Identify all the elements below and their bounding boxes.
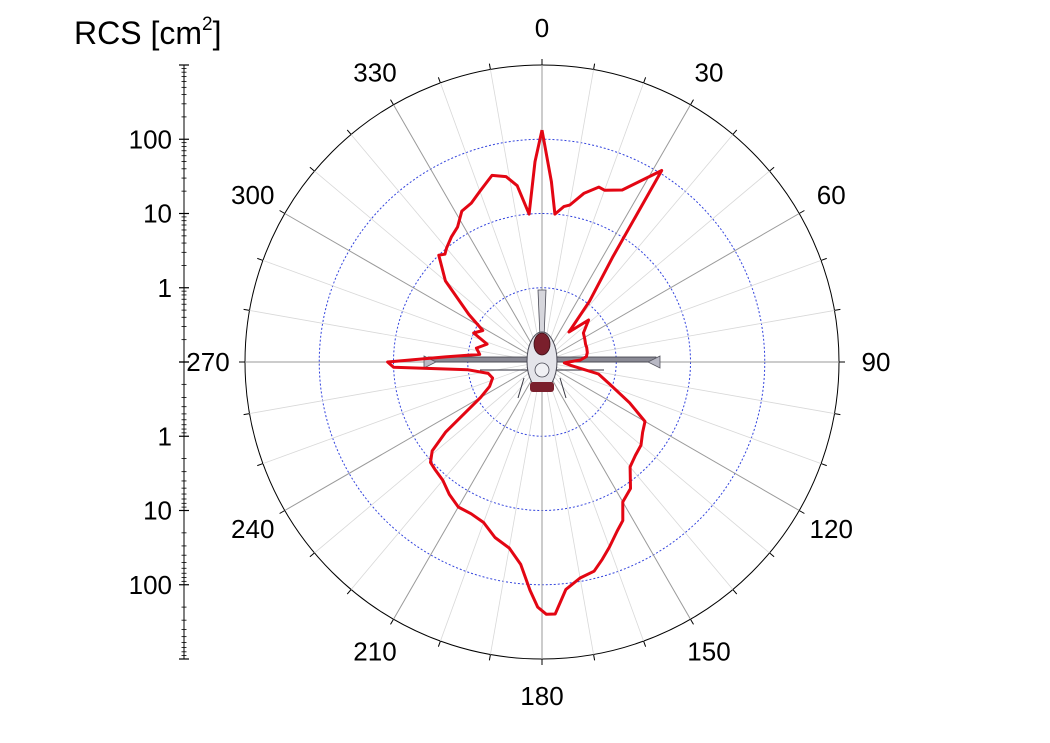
outer-tick bbox=[820, 463, 827, 467]
outer-tick bbox=[346, 129, 352, 135]
outer-tick bbox=[820, 257, 827, 261]
outer-tick bbox=[643, 77, 647, 84]
outer-tick bbox=[769, 552, 775, 558]
outer-tick bbox=[488, 654, 491, 661]
angle-tick-label: 60 bbox=[817, 180, 846, 210]
outer-tick bbox=[257, 257, 264, 261]
minor-spoke bbox=[541, 260, 822, 363]
minor-spoke bbox=[262, 361, 543, 464]
radial-tick-label: 100 bbox=[129, 570, 172, 600]
angle-tick-label: 30 bbox=[695, 58, 724, 88]
outer-tick bbox=[834, 413, 841, 416]
radial-tick-label: 10 bbox=[143, 496, 172, 526]
outer-tick bbox=[437, 640, 441, 647]
angle-tick-label: 270 bbox=[186, 347, 229, 377]
major-spoke bbox=[541, 361, 800, 511]
angle-tick-label: 240 bbox=[231, 514, 274, 544]
rcs-series-layer bbox=[386, 129, 664, 616]
angular-gridlines bbox=[239, 59, 845, 665]
angle-tick-label: 150 bbox=[687, 636, 730, 666]
outer-tick bbox=[390, 99, 394, 106]
radial-tick-label: 10 bbox=[143, 199, 172, 229]
major-spoke bbox=[541, 104, 691, 363]
outer-tick bbox=[834, 308, 841, 311]
outer-tick bbox=[257, 463, 264, 467]
rcs-series-line bbox=[386, 129, 664, 616]
radial-axis-scale: 1 1 10 10 100 100 bbox=[129, 64, 189, 660]
major-spoke bbox=[393, 361, 543, 620]
angle-tick-label: 90 bbox=[862, 347, 891, 377]
minor-spoke bbox=[490, 69, 543, 363]
outer-tick bbox=[243, 308, 250, 311]
aircraft-icon bbox=[423, 289, 661, 399]
minor-spoke bbox=[541, 170, 770, 363]
radial-tick-label: 100 bbox=[129, 124, 172, 154]
angle-tick-label: 210 bbox=[353, 636, 396, 666]
major-spoke bbox=[284, 361, 543, 511]
major-spoke bbox=[284, 213, 543, 363]
outer-tick bbox=[279, 510, 286, 514]
outer-tick bbox=[593, 654, 596, 661]
outer-tick bbox=[437, 77, 441, 84]
outer-tick bbox=[798, 210, 805, 214]
outer-tick bbox=[798, 510, 805, 514]
major-spoke bbox=[541, 361, 691, 620]
outer-tick bbox=[690, 618, 694, 625]
minor-spoke bbox=[490, 361, 543, 655]
minor-spoke bbox=[541, 361, 734, 590]
angle-tick-label: 180 bbox=[520, 681, 563, 711]
minor-spoke bbox=[541, 361, 644, 642]
minor-spoke bbox=[541, 82, 644, 363]
outer-tick bbox=[243, 413, 250, 416]
angle-tick-label: 0 bbox=[535, 13, 549, 43]
minor-spoke bbox=[541, 361, 594, 655]
outer-tick bbox=[732, 129, 738, 135]
major-spoke bbox=[393, 104, 543, 363]
angle-tick-label: 330 bbox=[353, 58, 396, 88]
outer-tick bbox=[309, 166, 315, 172]
minor-spoke bbox=[541, 361, 822, 464]
minor-spoke bbox=[314, 361, 543, 554]
outer-tick bbox=[690, 99, 694, 106]
outer-tick bbox=[643, 640, 647, 647]
angle-tick-label: 120 bbox=[810, 514, 853, 544]
minor-spoke bbox=[440, 82, 543, 363]
minor-spoke bbox=[262, 260, 543, 363]
minor-spoke bbox=[541, 69, 594, 363]
outer-tick bbox=[390, 618, 394, 625]
angle-tick-labels: 0 30 60 90 120 150 180 210 240 270 300 330 bbox=[186, 13, 890, 711]
outer-tick bbox=[279, 210, 286, 214]
outer-tick bbox=[593, 63, 596, 70]
angle-tick-label: 300 bbox=[231, 180, 274, 210]
outer-tick bbox=[488, 63, 491, 70]
outer-tick bbox=[309, 552, 315, 558]
minor-spoke bbox=[440, 361, 543, 642]
radial-tick-label: 1 bbox=[158, 273, 172, 303]
outer-tick bbox=[769, 166, 775, 172]
outer-tick bbox=[346, 589, 352, 595]
minor-spoke bbox=[350, 361, 543, 590]
minor-spoke bbox=[541, 310, 835, 363]
minor-spoke bbox=[314, 170, 543, 363]
minor-spoke bbox=[249, 310, 543, 363]
outer-tick bbox=[732, 589, 738, 595]
radial-tick-label: 1 bbox=[158, 421, 172, 451]
axis-title: RCS [cm2] bbox=[74, 14, 221, 51]
minor-spoke bbox=[541, 361, 770, 554]
